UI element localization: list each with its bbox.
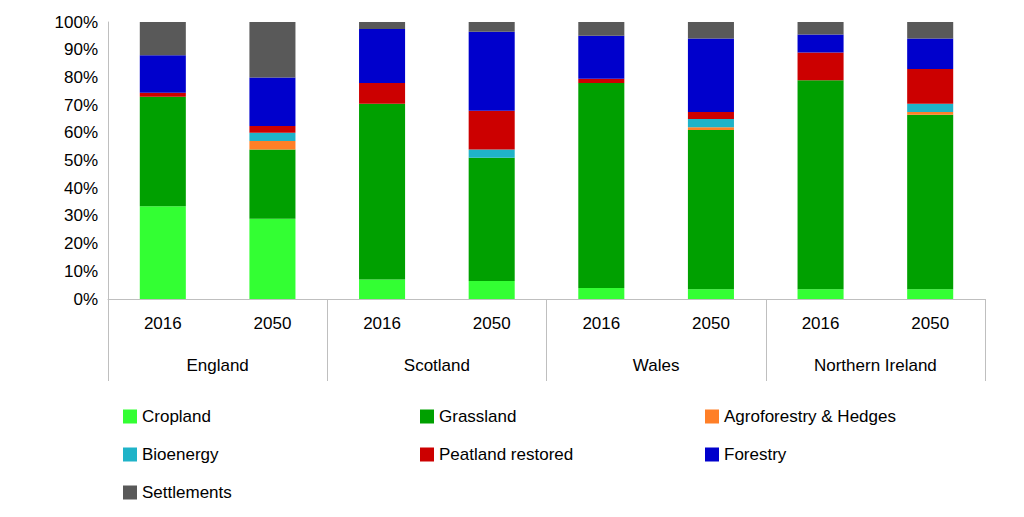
svg-text:Northern Ireland: Northern Ireland [814,356,937,375]
svg-text:Peatland restored: Peatland restored [439,445,573,464]
svg-text:2050: 2050 [254,314,292,333]
svg-text:Settlements: Settlements [142,483,232,502]
svg-text:Grassland: Grassland [439,407,516,426]
svg-text:2050: 2050 [911,314,949,333]
svg-text:60%: 60% [64,123,98,142]
svg-text:2016: 2016 [802,314,840,333]
svg-text:0%: 0% [73,290,98,309]
svg-text:Cropland: Cropland [142,407,211,426]
svg-text:Forestry: Forestry [724,445,787,464]
svg-text:20%: 20% [64,234,98,253]
svg-text:Agroforestry & Hedges: Agroforestry & Hedges [724,407,896,426]
svg-text:Scotland: Scotland [404,356,470,375]
svg-text:90%: 90% [64,40,98,59]
svg-text:England: England [186,356,248,375]
svg-text:2016: 2016 [582,314,620,333]
svg-text:80%: 80% [64,68,98,87]
svg-text:Wales: Wales [633,356,680,375]
svg-text:50%: 50% [64,151,98,170]
svg-text:70%: 70% [64,96,98,115]
svg-text:30%: 30% [64,206,98,225]
svg-text:10%: 10% [64,262,98,281]
svg-text:100%: 100% [55,13,98,32]
svg-text:2016: 2016 [144,314,182,333]
svg-text:40%: 40% [64,179,98,198]
svg-text:2016: 2016 [363,314,401,333]
svg-text:Bioenergy: Bioenergy [142,445,219,464]
svg-text:2050: 2050 [692,314,730,333]
svg-text:2050: 2050 [473,314,511,333]
